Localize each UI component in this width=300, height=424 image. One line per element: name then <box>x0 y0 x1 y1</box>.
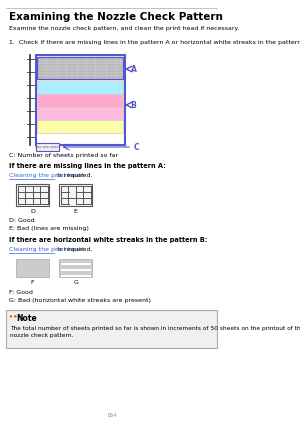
FancyBboxPatch shape <box>37 81 123 94</box>
Text: Note: Note <box>16 314 37 323</box>
FancyBboxPatch shape <box>59 184 92 206</box>
Text: is required.: is required. <box>55 173 92 178</box>
Text: F: Good: F: Good <box>9 290 33 295</box>
Text: Examine the nozzle check pattern, and clean the print head if necessary.: Examine the nozzle check pattern, and cl… <box>9 26 239 31</box>
FancyBboxPatch shape <box>16 184 49 206</box>
Text: A: A <box>131 64 137 73</box>
Text: ‣‣‣: ‣‣‣ <box>9 314 22 320</box>
Text: 164: 164 <box>106 413 117 418</box>
Text: If there are horizontal white streaks in the pattern B:: If there are horizontal white streaks in… <box>9 237 207 243</box>
Text: B: B <box>131 100 137 109</box>
FancyBboxPatch shape <box>37 57 123 79</box>
FancyBboxPatch shape <box>37 107 123 120</box>
Text: C: Number of sheets printed so far: C: Number of sheets printed so far <box>9 153 118 158</box>
FancyBboxPatch shape <box>59 259 92 277</box>
Text: C: C <box>134 142 139 151</box>
Text: G: Bad (horizontal white streaks are present): G: Bad (horizontal white streaks are pre… <box>9 298 151 303</box>
Text: Cleaning the print head: Cleaning the print head <box>9 173 83 178</box>
Text: E: Bad (lines are missing): E: Bad (lines are missing) <box>9 226 89 231</box>
FancyBboxPatch shape <box>37 94 123 107</box>
Text: The total number of sheets printed so far is shown in increments of 50 sheets on: The total number of sheets printed so fa… <box>11 326 300 338</box>
Text: 1.  Check if there are missing lines in the pattern A or horizontal white streak: 1. Check if there are missing lines in t… <box>9 40 300 45</box>
Text: xxx xxx xxxxx: xxx xxx xxxxx <box>35 145 60 149</box>
FancyBboxPatch shape <box>16 259 49 277</box>
FancyBboxPatch shape <box>6 310 217 348</box>
Text: E: E <box>74 209 78 214</box>
Text: D: Good: D: Good <box>9 218 34 223</box>
Text: is required.: is required. <box>55 247 92 252</box>
Text: D: D <box>30 209 35 214</box>
FancyBboxPatch shape <box>37 120 123 133</box>
FancyBboxPatch shape <box>61 263 91 265</box>
Text: G: G <box>73 280 78 285</box>
FancyBboxPatch shape <box>61 269 91 271</box>
Text: Cleaning the print head: Cleaning the print head <box>9 247 83 252</box>
FancyBboxPatch shape <box>61 275 91 276</box>
FancyBboxPatch shape <box>36 143 59 151</box>
Text: If there are missing lines in the pattern A:: If there are missing lines in the patter… <box>9 163 166 169</box>
Text: Examining the Nozzle Check Pattern: Examining the Nozzle Check Pattern <box>9 12 223 22</box>
Text: F: F <box>31 280 34 285</box>
